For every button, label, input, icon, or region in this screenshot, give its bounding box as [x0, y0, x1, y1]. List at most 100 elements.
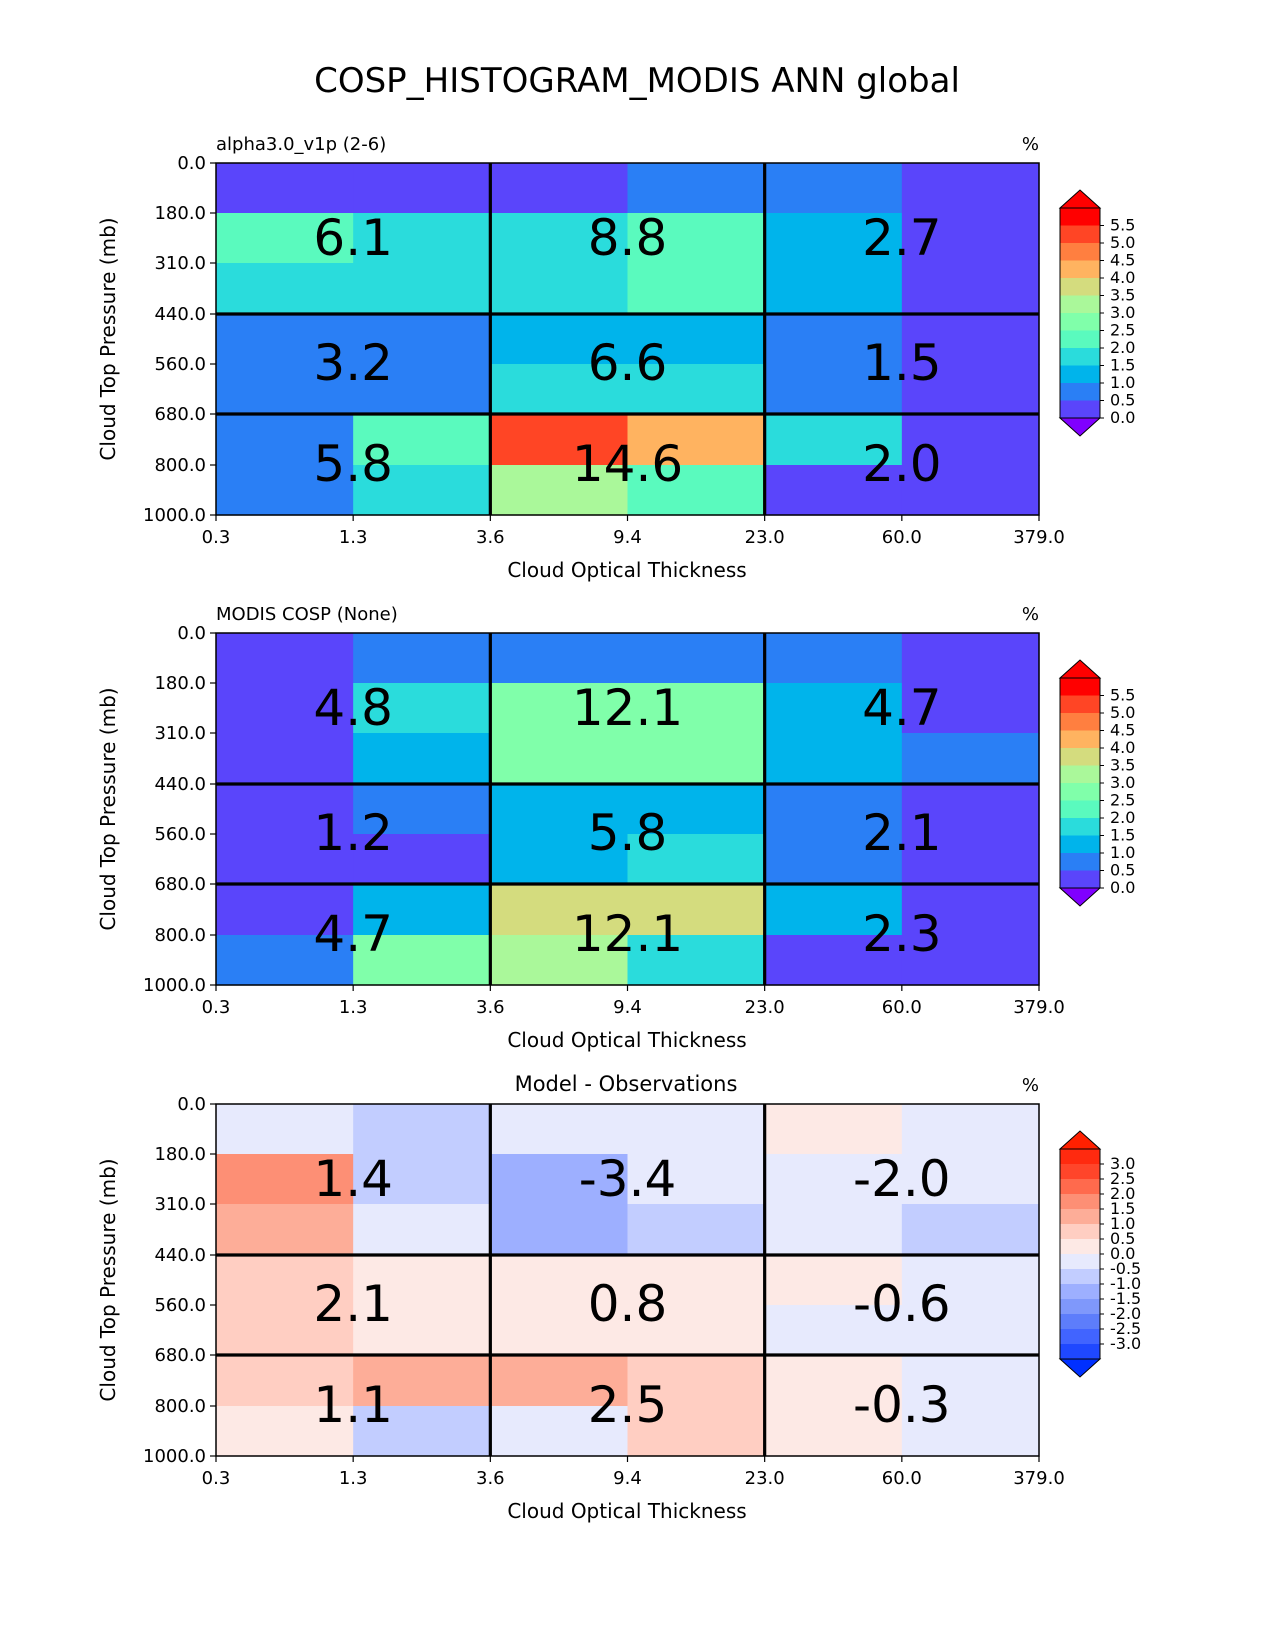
block-total-label: 2.5	[588, 1376, 668, 1434]
block-total-label: 6.6	[588, 334, 668, 392]
panel-units: %	[1022, 134, 1039, 155]
colorbar-tick-label: 1.0	[1110, 373, 1135, 392]
y-tick-label: 1000.0	[143, 505, 206, 526]
heatmap-cell	[627, 213, 766, 264]
heatmap-cell	[216, 314, 354, 365]
heatmap-cell	[353, 884, 491, 936]
colorbar-bin	[1060, 835, 1100, 854]
colorbar-bin	[1060, 818, 1100, 836]
heatmap-cell	[353, 1104, 491, 1155]
x-tick-label: 3.6	[476, 527, 505, 548]
heatmap-cell	[627, 935, 766, 986]
y-tick-label: 0.0	[177, 153, 206, 174]
colorbar-tick-label: 1.5	[1110, 356, 1135, 375]
heatmap-cell	[216, 633, 354, 684]
heatmap-cell	[216, 364, 354, 415]
heatmap-cell	[764, 733, 903, 785]
colorbar: 5.55.04.54.03.53.02.52.01.51.00.50.0	[1058, 659, 1135, 907]
heatmap-cell	[627, 1305, 766, 1356]
colorbar-bin	[1060, 800, 1100, 819]
y-tick-label: 800.0	[154, 1396, 206, 1417]
colorbar-bin	[1060, 1194, 1100, 1210]
colorbar-tick-label: -0.5	[1110, 1259, 1141, 1278]
heatmap-cell	[764, 683, 903, 734]
block-total-label: 1.2	[313, 804, 393, 862]
colorbar-bin	[1060, 330, 1100, 349]
x-tick-label: 23.0	[745, 1468, 785, 1489]
heatmap-cell	[216, 683, 354, 734]
heatmap-cell	[353, 1255, 491, 1306]
block-total-label: 2.3	[862, 905, 942, 963]
colorbar-bin	[1060, 1299, 1100, 1315]
colorbar-tick-label: -2.0	[1110, 1304, 1141, 1323]
heatmap-cell	[627, 163, 766, 214]
heatmap-cell	[901, 213, 1040, 264]
y-axis-label: Cloud Top Pressure (mb)	[96, 217, 120, 460]
heatmap-cell	[764, 1355, 903, 1407]
x-tick-label: 379.0	[1013, 527, 1065, 548]
figure-title: COSP_HISTOGRAM_MODIS ANN global	[314, 61, 960, 101]
colorbar-tick-label: 0.0	[1110, 408, 1135, 427]
x-tick-label: 379.0	[1013, 997, 1065, 1018]
heatmap-cell	[627, 784, 766, 835]
colorbar-bin	[1060, 295, 1100, 314]
heatmap-cell	[627, 834, 766, 885]
x-tick-label: 3.6	[476, 1468, 505, 1489]
block-totals: 6.1 8.8 2.7 3.2 6.6 1.5 5.8 14.6 2.0	[313, 209, 941, 493]
heatmap-cell	[490, 364, 629, 415]
heatmap-cell	[490, 1355, 629, 1407]
heatmap-cell	[764, 1406, 903, 1457]
colorbar-bin	[1060, 278, 1100, 296]
y-tick-label: 440.0	[154, 304, 206, 325]
colorbar-bin	[1060, 870, 1100, 889]
heatmap-cell	[764, 414, 903, 466]
y-tick-label: 310.0	[154, 1194, 206, 1215]
heatmap-cell	[216, 465, 354, 516]
colorbar-tick-label: 5.0	[1110, 233, 1135, 252]
y-tick-label: 560.0	[154, 1295, 206, 1316]
y-tick-label: 680.0	[154, 404, 206, 425]
heatmap-cell	[216, 1154, 354, 1205]
colorbar-tick-label: 0.0	[1110, 878, 1135, 897]
block-total-label: 5.8	[588, 804, 668, 862]
x-tick-label: 23.0	[745, 997, 785, 1018]
block-totals: 4.8 12.1 4.7 1.2 5.8 2.1 4.7 12.1 2.3	[313, 679, 941, 963]
colorbar-tick-label: 3.5	[1110, 286, 1135, 305]
heatmap-cell	[627, 884, 766, 936]
colorbar-over-extension	[1058, 659, 1102, 679]
heatmap-cell	[627, 1204, 766, 1256]
heatmap-cell	[216, 1355, 354, 1407]
panel-units: %	[1022, 1075, 1039, 1096]
heatmap-cell	[216, 935, 354, 986]
x-axis-label: Cloud Optical Thickness	[507, 1028, 746, 1052]
heatmap-cell	[353, 784, 491, 835]
colorbar-tick-label: 2.0	[1110, 1184, 1135, 1203]
heatmap-cells	[216, 633, 1040, 986]
heatmap-cell	[901, 163, 1040, 214]
block-total-label: 1.5	[862, 334, 942, 392]
colorbar-tick-label: 0.5	[1110, 1229, 1135, 1248]
x-tick-label: 379.0	[1013, 1468, 1065, 1489]
colorbar-tick-label: -1.5	[1110, 1289, 1141, 1308]
colorbar-under-extension	[1058, 887, 1102, 907]
colorbar-tick-label: -2.5	[1110, 1319, 1141, 1338]
heatmap-cell	[901, 414, 1040, 466]
colorbar-bin	[1060, 1164, 1100, 1180]
colorbar-tick-label: 3.0	[1110, 1154, 1135, 1173]
y-tick-label: 560.0	[154, 824, 206, 845]
heatmap-cell	[490, 465, 629, 516]
heatmap-cell	[216, 834, 354, 885]
heatmap-cell	[901, 784, 1040, 835]
colorbar-bin	[1060, 383, 1100, 401]
panel-model: alpha3.0_v1p (2-6) % 6.1 8.8 2.73.2 6.6 1.55…	[96, 134, 1135, 582]
heatmap-cell	[490, 683, 629, 734]
x-tick-label: 1.3	[339, 527, 368, 548]
block-total-label: 2.0	[862, 435, 942, 493]
heatmap-cell	[764, 884, 903, 936]
colorbar-bin	[1060, 1344, 1100, 1360]
y-tick-label: 180.0	[154, 203, 206, 224]
y-tick-label: 310.0	[154, 253, 206, 274]
y-tick-label: 560.0	[154, 354, 206, 375]
heatmap-cell	[353, 314, 491, 365]
